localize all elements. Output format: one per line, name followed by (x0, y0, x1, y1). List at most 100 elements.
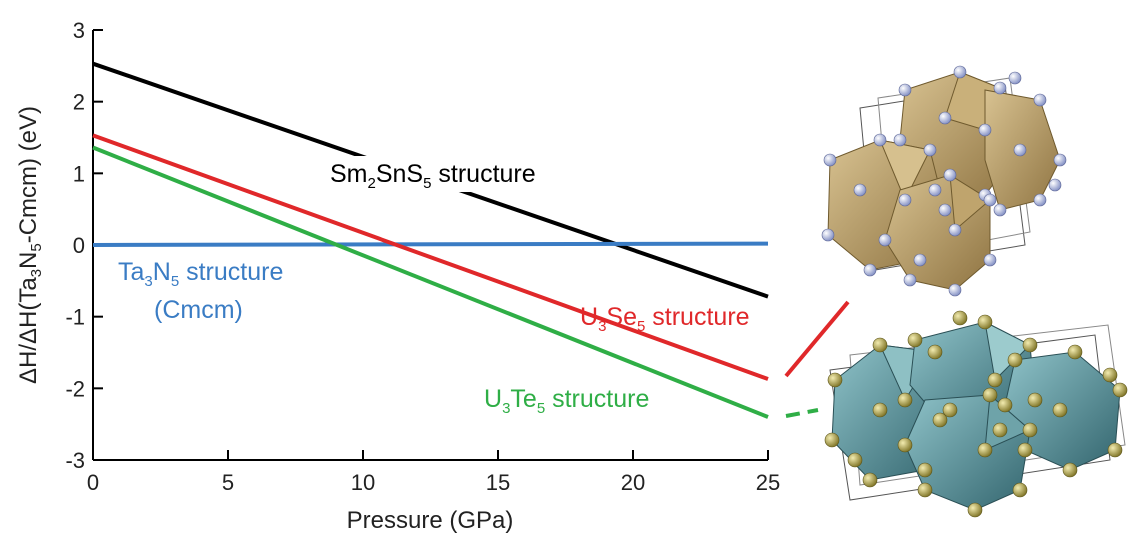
series-label-part: 2 (368, 175, 376, 192)
atom-sphere (993, 81, 1007, 95)
atom-sphere (1107, 442, 1123, 458)
atom-sphere (992, 422, 1008, 438)
y-ticks: -3 -2 -1 0 1 2 3 (65, 18, 103, 473)
atom-sphere (847, 452, 863, 468)
atom-sphere (1033, 93, 1047, 107)
top-structure-atoms (821, 65, 1067, 297)
series-label-part: structure (645, 303, 749, 331)
atom-sphere (873, 133, 887, 147)
bottom-structure-atoms (824, 310, 1128, 518)
atom-sphere (943, 168, 957, 182)
series-label-part: Ta (118, 258, 145, 286)
y-axis-title: ΔH/ΔH(Ta3N5-Cmcm) (eV) (15, 106, 45, 384)
atom-sphere (948, 283, 962, 297)
atom-sphere (893, 133, 907, 147)
series-label-part: structure (179, 258, 283, 286)
series-label-line2: (Cmcm) (154, 296, 243, 324)
series-label-part: 5 (537, 400, 545, 417)
atom-sphere (983, 193, 997, 207)
atom-sphere (1052, 402, 1068, 418)
x-tick-label: 5 (222, 470, 234, 495)
series-label-part: structure (431, 160, 535, 188)
x-tick-label: 25 (756, 470, 780, 495)
series-label-1: Ta3N5 structure (118, 258, 283, 290)
atom-sphere (1033, 193, 1047, 207)
series-line-3 (92, 145, 769, 419)
atom-sphere (1062, 462, 1078, 478)
atom-sphere (997, 397, 1013, 413)
series-label-backdrop (326, 156, 576, 192)
series-label-part: 3 (598, 318, 606, 335)
atom-sphere (897, 437, 913, 453)
y-axis-title-part: -Cmcm) (eV) (15, 106, 42, 243)
series-label-2: U3Se5 structure (580, 303, 750, 335)
atom-sphere (1007, 352, 1023, 368)
series-label-part: Sm (330, 160, 368, 188)
atom-sphere (993, 203, 1007, 217)
y-tick-label: -3 (65, 448, 85, 473)
green-connector-line (785, 408, 819, 418)
x-axis-title: Pressure (GPa) (347, 507, 514, 534)
atom-sphere (987, 372, 1003, 388)
series-label-part: 5 (637, 318, 645, 335)
atom-sphere (872, 337, 888, 353)
atom-sphere (1008, 71, 1022, 85)
y-axis-title-part: N (15, 252, 42, 269)
series-lines (92, 61, 769, 419)
atom-sphere (928, 183, 942, 197)
y-tick-label: 2 (73, 90, 85, 115)
atom-sphere (1013, 143, 1027, 157)
y-tick-label: 1 (73, 161, 85, 186)
atom-sphere (898, 83, 912, 97)
atom-sphere (872, 402, 888, 418)
atom-sphere (983, 253, 997, 267)
series-label-part: 5 (423, 175, 431, 192)
series-label-part: 3 (502, 400, 510, 417)
atom-sphere (1067, 344, 1083, 360)
y-tick-label: 0 (73, 233, 85, 258)
atom-sphere (827, 372, 843, 388)
atom-sphere (1022, 422, 1038, 438)
atom-sphere (821, 228, 835, 242)
y-axis-title-part: ΔH/ΔH(Ta (15, 277, 42, 384)
crystal-structure-illustration-top (821, 65, 1067, 297)
series-label-part: N (153, 258, 171, 286)
atom-sphere (942, 402, 958, 418)
atom-sphere (977, 442, 993, 458)
series-label-part: Te (510, 385, 536, 413)
atom-sphere (938, 203, 952, 217)
atom-sphere (952, 310, 968, 326)
x-tick-label: 15 (486, 470, 510, 495)
series-label-part: 5 (171, 273, 179, 290)
atom-sphere (862, 472, 878, 488)
series-label-part: SnS (376, 160, 423, 188)
atom-sphere (823, 153, 837, 167)
y-axis-title-part: 3 (28, 269, 45, 277)
red-connector-line (784, 300, 850, 378)
atom-sphere (953, 65, 967, 79)
atom-sphere (982, 387, 998, 403)
y-tick-label: -1 (65, 305, 85, 330)
atom-sphere (898, 193, 912, 207)
series-line-2 (92, 133, 769, 381)
atom-sphere (977, 314, 993, 330)
series-line-1 (92, 241, 769, 247)
atom-sphere (897, 392, 913, 408)
atom-sphere (923, 143, 937, 157)
series-label-0: Sm2SnS5 structure (330, 160, 536, 192)
atom-sphere (948, 223, 962, 237)
atom-sphere (917, 482, 933, 498)
atom-sphere (824, 432, 840, 448)
atom-sphere (1112, 382, 1128, 398)
y-tick-label: -2 (65, 376, 85, 401)
atom-sphere (978, 123, 992, 137)
atom-sphere (913, 253, 927, 267)
atom-sphere (1022, 337, 1038, 353)
atom-sphere (967, 502, 983, 518)
atom-sphere (1102, 367, 1118, 383)
atom-sphere (932, 412, 948, 428)
atom-sphere (1012, 482, 1028, 498)
atom-sphere (938, 111, 952, 125)
